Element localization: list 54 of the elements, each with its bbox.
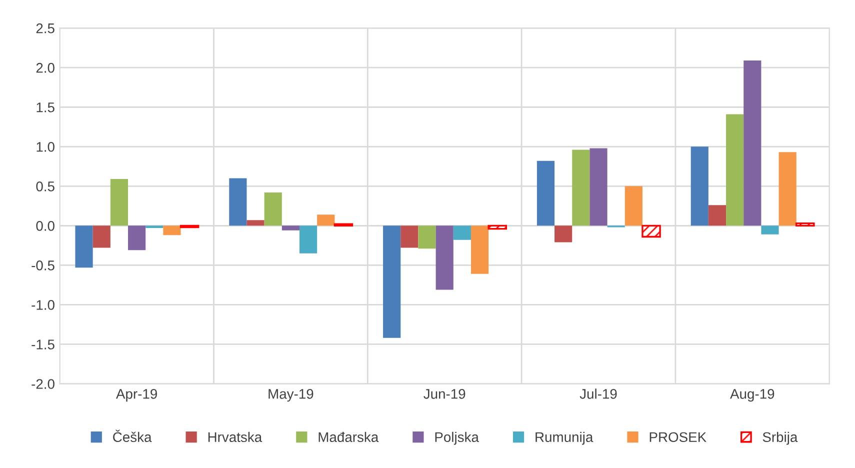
- y-tick-label: -2.0: [32, 379, 54, 389]
- legend-label: Srbija: [762, 432, 798, 445]
- bar: [418, 226, 436, 249]
- bar: [264, 192, 282, 226]
- bar: [317, 214, 335, 226]
- bar: [796, 222, 815, 227]
- bar: [488, 224, 507, 230]
- y-tick-label: 0.5: [36, 181, 54, 192]
- legend-label: Mađarska: [318, 432, 379, 442]
- bar: [536, 160, 555, 226]
- y-tick-label: 1.0: [36, 142, 54, 152]
- bar: [229, 178, 247, 226]
- bar: [778, 152, 796, 226]
- x-tick-label: Jul-19: [580, 388, 617, 399]
- bar: [708, 205, 726, 226]
- bar: [282, 226, 300, 230]
- bar: [75, 226, 93, 268]
- legend-label: Češka: [113, 430, 152, 442]
- bar: [642, 224, 661, 238]
- legend-label: Poljska: [435, 432, 479, 445]
- bar: [744, 60, 762, 226]
- bar: [163, 226, 181, 236]
- bar: [299, 226, 318, 254]
- y-tick-label: 1.5: [36, 102, 54, 112]
- bar: [726, 114, 744, 226]
- bar: [246, 220, 264, 226]
- legend-label: PROSEK: [650, 432, 706, 442]
- x-tick-label: Jun-19: [424, 388, 466, 399]
- bar: [554, 226, 572, 242]
- x-tick-label: Apr-19: [116, 388, 157, 402]
- bar: [146, 226, 164, 228]
- bar: [110, 179, 128, 226]
- bar: [400, 226, 418, 248]
- bar: [690, 146, 708, 226]
- bar: [590, 148, 608, 226]
- y-tick-label: -1.0: [32, 300, 54, 310]
- bar: [383, 226, 401, 338]
- bar: [761, 226, 779, 234]
- bar: [470, 226, 489, 274]
- bar: [453, 226, 471, 240]
- y-tick-label: -1.5: [32, 340, 54, 350]
- bar: [92, 226, 110, 248]
- legend-label: Hrvatska: [208, 432, 262, 442]
- bar: [572, 150, 590, 226]
- bar: [436, 226, 454, 290]
- x-tick-label: May-19: [268, 388, 314, 402]
- y-tick-label: 2.5: [36, 23, 54, 34]
- bar: [624, 186, 642, 226]
- bar: [128, 226, 146, 250]
- x-tick-label: Aug-19: [730, 388, 774, 402]
- y-tick-label: 0.0: [36, 221, 54, 231]
- y-tick-label: -0.5: [32, 260, 54, 270]
- y-tick-label: 2.0: [36, 62, 54, 73]
- legend-label: Rumunija: [536, 432, 594, 445]
